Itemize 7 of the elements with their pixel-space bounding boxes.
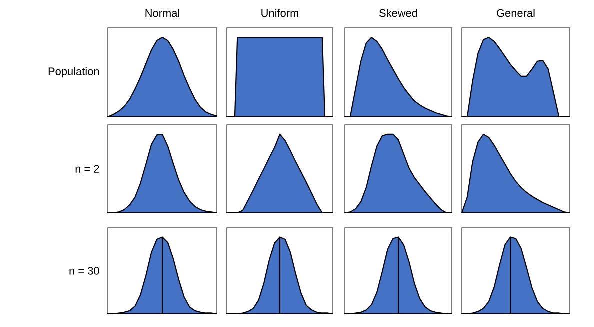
chart-title: General [497, 9, 535, 18]
y-axis-title: n = 30 [70, 267, 100, 275]
chart-title: Uniform [262, 9, 298, 18]
y-axis-title: Population [48, 67, 100, 78]
y-axis-title: n = 2 [76, 165, 100, 173]
chart-title: Normal [146, 9, 180, 18]
chart-title: Skewed [380, 9, 418, 18]
